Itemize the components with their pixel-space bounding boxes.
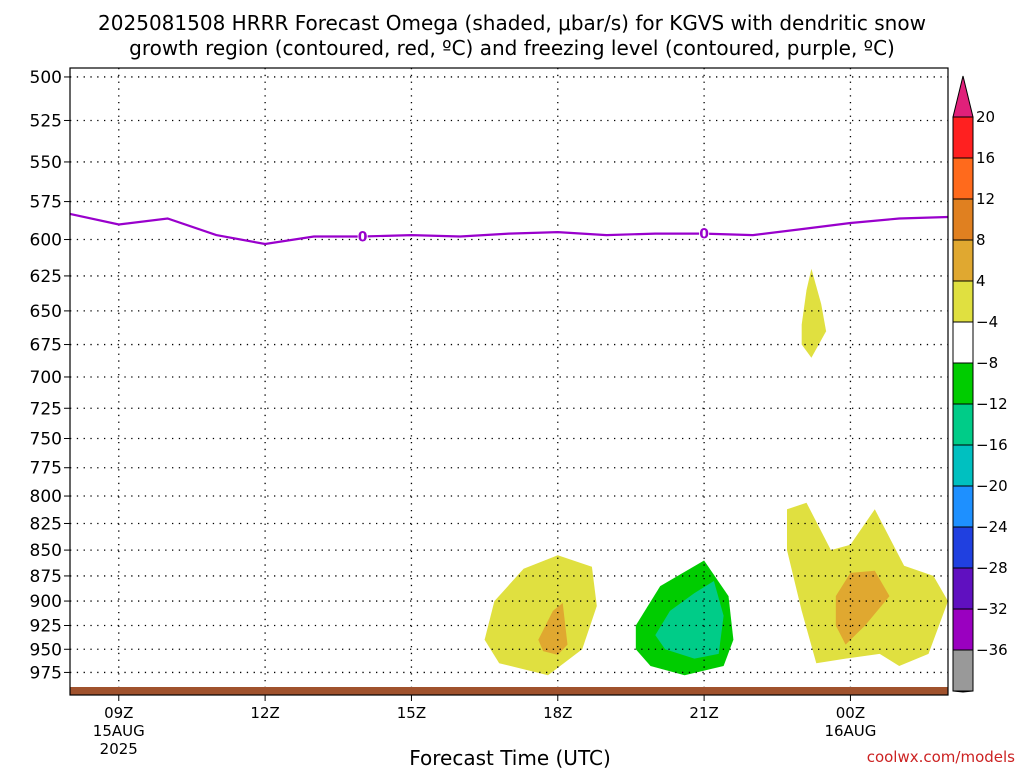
surface-strip [70, 687, 948, 695]
colorbar-swatch-13 [952, 649, 974, 692]
colorbar-label-7: −12 [976, 395, 1008, 413]
x-tick-date-00Z: 16AUG [824, 722, 876, 740]
freezing-level-line [69, 212, 949, 246]
y-tick-label-725: 725 [30, 399, 62, 419]
y-tick-label-750: 750 [30, 429, 62, 449]
y-tick-label-975: 975 [30, 663, 62, 683]
x-axis-label: Forecast Time (UTC) [409, 746, 611, 768]
omega-region-6 [801, 268, 827, 358]
y-tick-label-925: 925 [30, 616, 62, 636]
x-tick-label-00Z: 00Z [836, 704, 865, 722]
colorbar-swatch-12 [952, 608, 974, 651]
x-tick-label-18Z: 18Z [543, 704, 572, 722]
colorbar-swatch-0 [952, 116, 974, 159]
y-tick-label-850: 850 [30, 541, 62, 561]
colorbar-label-3: 8 [976, 231, 986, 249]
y-tick-label-875: 875 [30, 567, 62, 587]
colorbar-swatch-11 [952, 567, 974, 610]
x-tick-date-09Z: 15AUG [93, 722, 145, 740]
x-tick-label-09Z: 09Z [104, 704, 133, 722]
colorbar-label-1: 16 [976, 149, 995, 167]
colorbar-swatch-10 [952, 526, 974, 569]
colorbar-swatch-2 [952, 198, 974, 241]
colorbar-swatch-4 [952, 280, 974, 323]
y-tick-label-525: 525 [30, 111, 62, 131]
colorbar-swatch-1 [952, 157, 974, 200]
colorbar-label-4: 4 [976, 272, 986, 290]
chart-title-line2: growth region (contoured, red, ºC) and f… [129, 36, 895, 60]
y-tick-label-675: 675 [30, 336, 62, 356]
omega-region-1 [538, 603, 568, 655]
plot-area: 0 0 500 525 550 575 600 625 650 675 700 725 750 775 80… [30, 67, 949, 758]
colorbar-label-2: 12 [976, 190, 995, 208]
chart-title-line1: 2025081508 HRRR Forecast Omega (shaded, … [98, 11, 926, 35]
colorbar-swatch-9 [952, 485, 974, 528]
omega-region-0 [484, 555, 597, 676]
colorbar-label-9: −20 [976, 477, 1008, 495]
y-tick-label-500: 500 [30, 68, 62, 88]
colorbar-label-5: −4 [976, 313, 998, 331]
x-tick-label-21Z: 21Z [689, 704, 718, 722]
y-tick-label-550: 550 [30, 153, 62, 173]
colorbar-swatch-5 [952, 321, 974, 364]
plot-border [69, 67, 949, 696]
y-tick-label-700: 700 [30, 368, 62, 388]
y-tick-label-950: 950 [30, 640, 62, 660]
colorbar-label-11: −28 [976, 559, 1008, 577]
omega-region-3 [655, 581, 724, 659]
freezing-level-label-0: 0 [358, 230, 368, 246]
colorbar-label-13: −36 [976, 641, 1008, 659]
colorbar-swatch-8 [952, 444, 974, 487]
y-tick-label-625: 625 [30, 267, 62, 287]
colorbar-label-8: −16 [976, 436, 1008, 454]
freezing-label-bg-1 [699, 226, 710, 240]
credit-text: coolwx.com/models [867, 748, 1015, 766]
y-tick-label-600: 600 [30, 231, 62, 251]
colorbar-swatch-7 [952, 403, 974, 446]
y-tick-label-800: 800 [30, 487, 62, 507]
freezing-label-bg-0 [357, 229, 368, 243]
y-tick-label-775: 775 [30, 459, 62, 479]
colorbar-label-10: −24 [976, 518, 1008, 536]
colorbar-label-6: −8 [976, 354, 998, 372]
colorbar-label-0: 20 [976, 108, 995, 126]
omega-region-5 [835, 570, 890, 645]
freezing-level-label-1: 0 [699, 227, 709, 243]
colorbar-bottom-cap [952, 690, 974, 693]
colorbar-top-cap [952, 75, 974, 118]
x-tick-year-09Z: 2025 [100, 740, 138, 758]
y-tick-label-650: 650 [30, 302, 62, 322]
colorbar-label-12: −32 [976, 600, 1008, 618]
y-tick-label-575: 575 [30, 193, 62, 213]
colorbar-swatch-3 [952, 239, 974, 282]
x-tick-label-12Z: 12Z [250, 704, 279, 722]
colorbar: 20 16 12 8 4 −4 −8 −12 −16 −20 −24 −28 −32 −36 [952, 75, 1008, 693]
y-tick-label-900: 900 [30, 592, 62, 612]
x-tick-label-15Z: 15Z [397, 704, 426, 722]
colorbar-swatch-6 [952, 362, 974, 405]
y-tick-label-825: 825 [30, 514, 62, 534]
